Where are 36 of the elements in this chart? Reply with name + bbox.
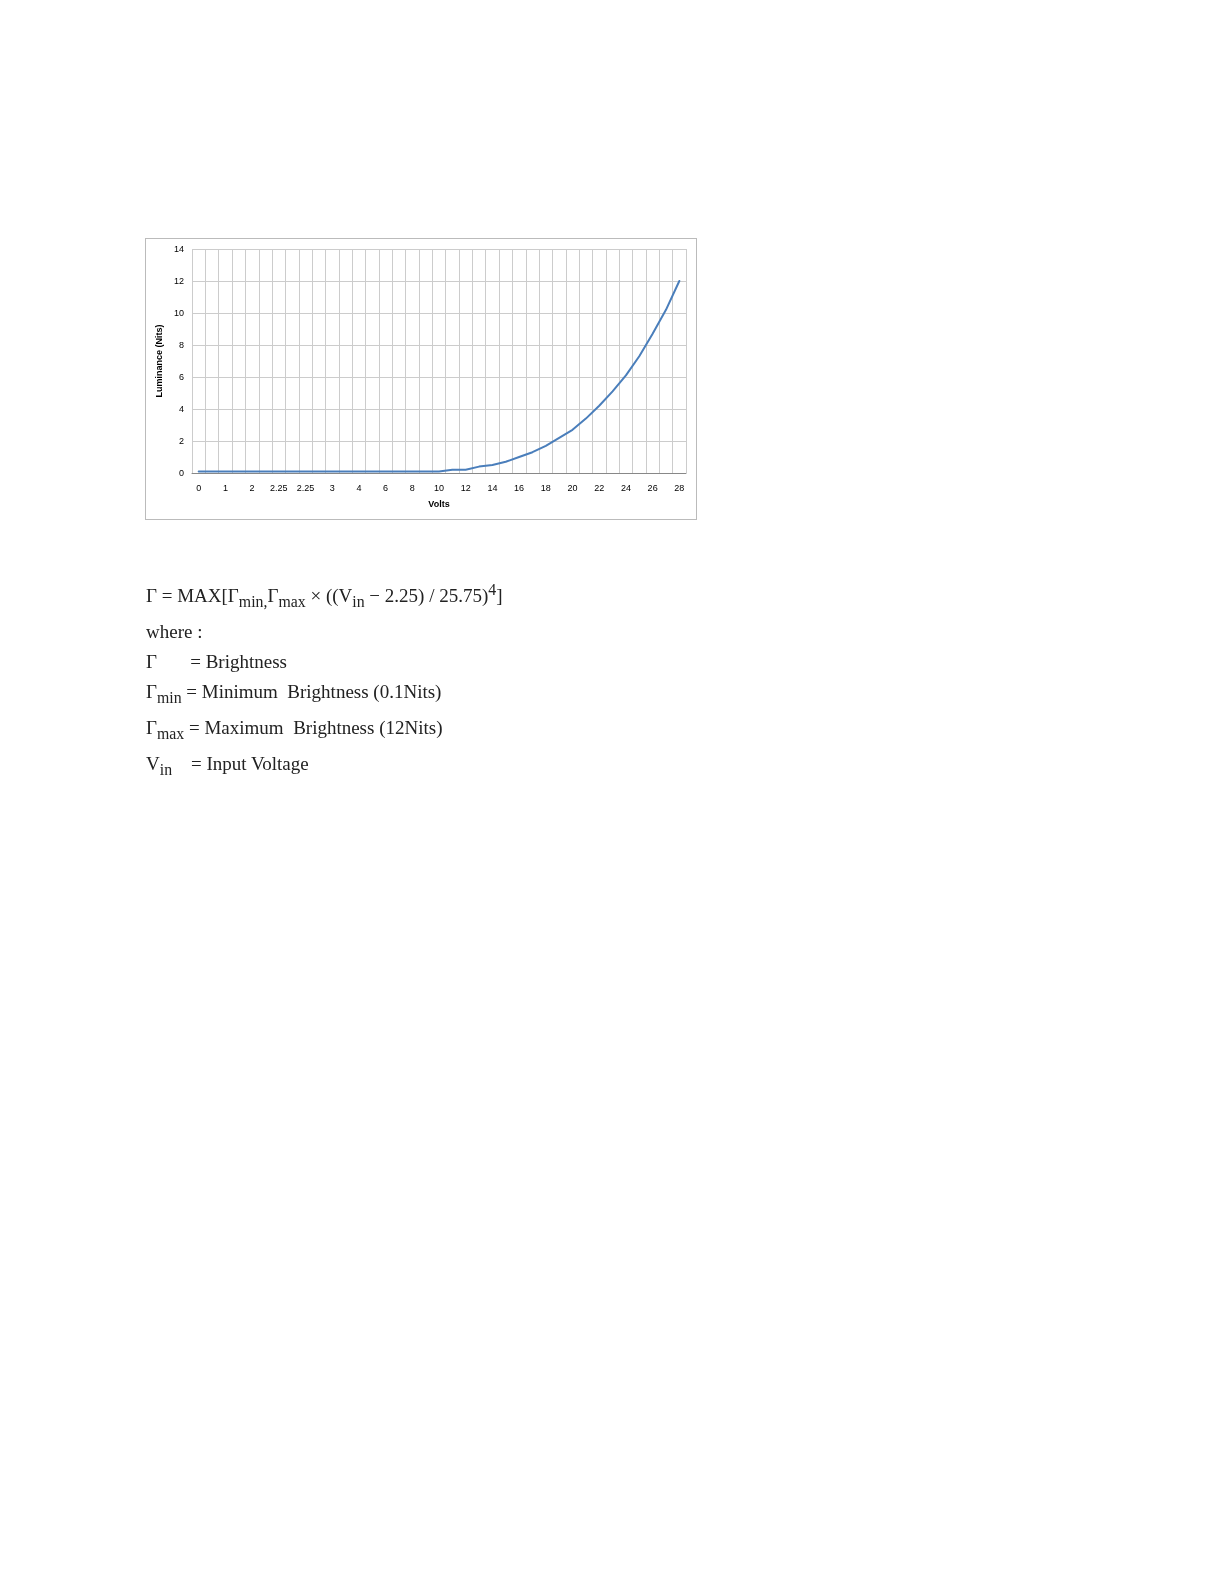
x-tick-label: 22 [594,482,605,493]
x-tick-label: 16 [514,482,525,493]
y-tick-label: 6 [178,372,184,382]
y-tick-label: 4 [178,404,184,414]
text: where : [146,620,204,645]
text: V$_{in}$ = Input Voltage [146,752,309,778]
x-tick-label: 2.25 [270,482,288,493]
text: Γ = Brightness [146,650,288,675]
x-tick-label: 4 [356,482,362,493]
y-tick-label: 8 [178,340,184,350]
x-tick-label: 3 [329,482,335,493]
x-axis-title: Volts [428,498,450,509]
y-tick-label: 2 [178,436,184,446]
y-tick-label: 12 [173,276,184,286]
x-tick-label: 6 [383,482,389,493]
line-series [197,280,681,473]
x-tick-label: 12 [460,482,471,493]
x-tick-label: 2 [249,482,255,493]
y-axis-title: Luminance (Nits) [153,324,164,398]
x-tick-label: 1 [222,482,228,493]
x-tick-label: 2.25 [296,482,315,493]
x-tick-label: 26 [647,482,658,493]
x-tick-label: 0 [196,482,202,493]
x-tick-label: 24 [620,482,631,493]
x-tick-label: 10 [433,482,445,493]
y-tick-label: 0 [178,468,184,478]
text: Γ$_{max}$ = Maximum Brightness (12Nits) [146,715,444,744]
x-tick-label: 14 [487,482,498,493]
x-tick-label: 18 [540,482,551,493]
x-tick-label: 28 [674,482,685,493]
y-tick-label: 10 [173,308,184,318]
text: Γ$_{min}$ = Minimum Brightness (0.1Nits) [146,680,443,708]
y-tick-label: 14 [173,244,184,254]
x-tick-label: 8 [409,482,415,493]
x-tick-label: 20 [567,482,578,493]
text: Γ = MAX[Γ$_{min,}$Γ$_{max}$ × ((V$_{in}$ − 2.25) / 25.75)$^{4}$] [146,581,503,611]
